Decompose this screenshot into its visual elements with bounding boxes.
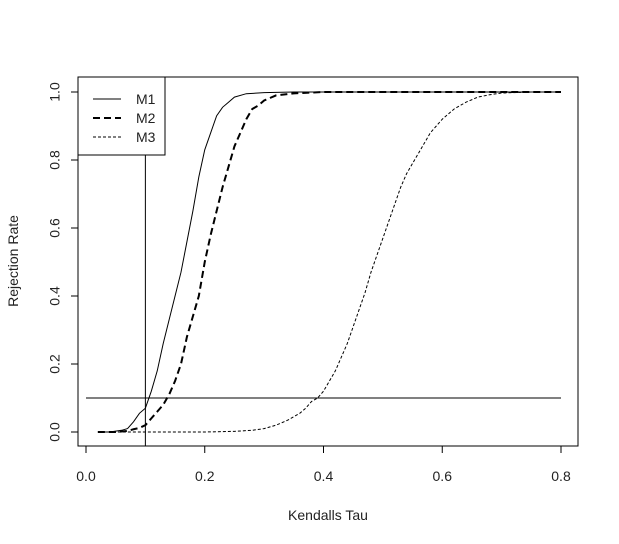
x-tick-label: 0.6 [433,468,453,484]
y-tick-label: 0.4 [47,286,63,306]
x-axis-label: Kendalls Tau [288,507,368,523]
legend-box [77,76,166,156]
x-tick-label: 0.4 [314,468,334,484]
legend: M1 M2 M3 [77,76,166,156]
legend-label-m2: M2 [136,110,156,126]
series-layer [97,91,561,433]
y-tick-label: 1.0 [47,82,63,102]
x-tick-label: 0.8 [551,468,571,484]
series-line-m2 [97,91,561,433]
y-tick-label: 0.8 [47,150,63,170]
x-tick-label: 0.0 [76,468,96,484]
y-tick-label: 0.6 [47,218,63,238]
y-axis: 0.0 0.2 0.4 0.6 0.8 1.0 [47,82,79,442]
y-axis-label: Rejection Rate [5,215,21,307]
legend-label-m1: M1 [136,91,156,107]
series-line-m3 [97,91,561,433]
y-tick-label: 0.2 [47,354,63,374]
series-line-m1 [97,91,561,433]
reference-lines [86,155,561,446]
legend-label-m3: M3 [136,129,156,145]
x-axis: 0.0 0.2 0.4 0.6 0.8 [76,445,571,484]
x-tick-label: 0.2 [195,468,215,484]
y-tick-label: 0.0 [47,422,63,442]
